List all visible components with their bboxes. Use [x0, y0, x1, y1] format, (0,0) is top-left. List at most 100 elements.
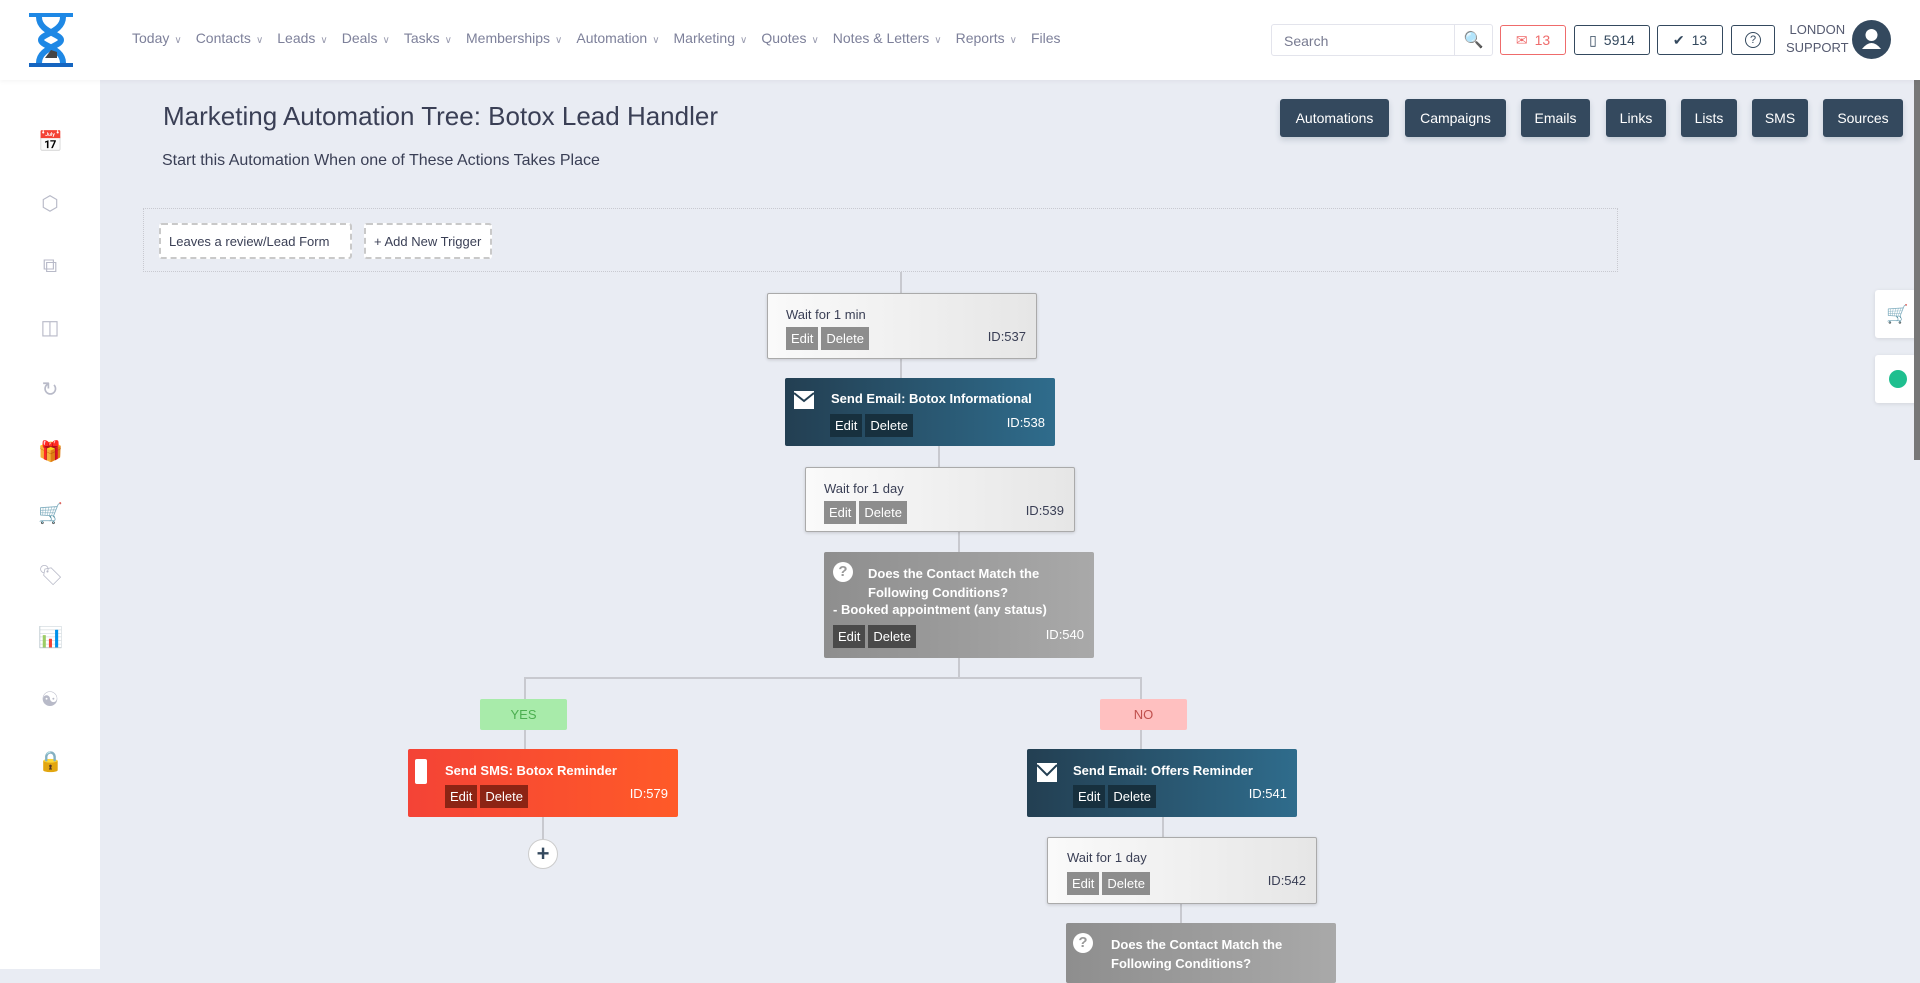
nav-label: Memberships	[466, 30, 551, 46]
automations-button[interactable]: Automations	[1280, 99, 1389, 137]
nav-item-files[interactable]: Files	[1031, 30, 1061, 46]
whatsapp-icon	[1888, 370, 1907, 388]
no-branch-label: NO	[1100, 699, 1187, 730]
box-icon[interactable]: ⬡	[41, 193, 59, 215]
chevron-down-icon: ∨	[255, 35, 264, 46]
add-trigger-button[interactable]: + Add New Trigger	[364, 223, 492, 259]
delete-button[interactable]: Delete	[480, 785, 528, 808]
tasks-count: 13	[1691, 32, 1708, 48]
connector	[1180, 904, 1182, 923]
nav-label: Automation	[576, 30, 648, 46]
calendar-icon[interactable]: 📅	[38, 131, 63, 153]
connector	[1140, 730, 1142, 749]
wait-node[interactable]: Wait for 1 day Edit Delete ID:542	[1047, 837, 1317, 904]
nav-item-contacts[interactable]: Contacts ∨	[196, 30, 264, 46]
wait-node[interactable]: Wait for 1 day Edit Delete ID:539	[805, 467, 1075, 532]
nav-label: Leads	[277, 30, 316, 46]
lists-button[interactable]: Lists	[1681, 99, 1737, 137]
campaigns-button[interactable]: Campaigns	[1405, 99, 1506, 137]
search-input[interactable]: Search	[1284, 33, 1329, 49]
node-id: ID:579	[629, 786, 668, 801]
delete-button[interactable]: Delete	[868, 625, 916, 648]
chevron-down-icon: ∨	[382, 35, 390, 46]
connector	[1140, 677, 1142, 699]
add-step-button[interactable]: +	[528, 839, 558, 869]
edit-button[interactable]: Edit	[833, 625, 866, 648]
nav-item-quotes[interactable]: Quotes ∨	[761, 30, 818, 46]
gift-icon[interactable]: 🎁	[38, 441, 63, 463]
nav-item-automation[interactable]: Automation ∨	[576, 30, 659, 46]
nav-item-leads[interactable]: Leads ∨	[277, 30, 327, 46]
emails-button[interactable]: Emails	[1521, 99, 1590, 137]
cart-icon[interactable]: 🛒	[38, 503, 63, 525]
edit-button[interactable]: Edit	[445, 785, 478, 808]
nav-item-notes-letters[interactable]: Notes & Letters ∨	[833, 30, 942, 46]
links-button[interactable]: Links	[1606, 99, 1666, 137]
nav-item-deals[interactable]: Deals ∨	[342, 30, 390, 46]
search-button[interactable]: 🔍	[1454, 25, 1492, 55]
edit-button[interactable]: Edit	[830, 414, 863, 437]
report-icon[interactable]: 📊	[38, 627, 63, 649]
mail-button[interactable]: ✉ 13	[1500, 25, 1566, 55]
sms-button[interactable]: SMS	[1752, 99, 1808, 137]
edit-button[interactable]: Edit	[786, 327, 819, 350]
delete-button[interactable]: Delete	[821, 327, 869, 350]
search-icon: 🔍	[1463, 32, 1484, 49]
nav-item-today[interactable]: Today ∨	[132, 30, 182, 46]
cart-widget-button[interactable]: 🛒	[1875, 290, 1920, 338]
edit-button[interactable]: Edit	[1067, 872, 1100, 895]
node-title: Does the Contact Match the Following Con…	[1111, 937, 1283, 971]
nav-item-marketing[interactable]: Marketing ∨	[674, 30, 748, 46]
nav-label: Notes & Letters	[832, 30, 930, 46]
user-name[interactable]: LONDON SUPPORT	[1786, 21, 1849, 57]
page-title: Marketing Automation Tree: Botox Lead Ha…	[163, 101, 718, 131]
lock-icon[interactable]: 🔒	[38, 751, 63, 773]
connector	[524, 730, 526, 749]
avatar[interactable]	[1852, 20, 1891, 59]
help-button[interactable]: ?	[1731, 25, 1775, 55]
edit-button[interactable]: Edit	[1073, 785, 1106, 808]
nav-item-tasks[interactable]: Tasks ∨	[404, 30, 452, 46]
whatsapp-widget-button[interactable]	[1875, 355, 1920, 403]
nav-item-reports[interactable]: Reports ∨	[956, 30, 1017, 46]
chevron-down-icon: ∨	[555, 35, 563, 46]
top-bar: Today ∨ Contacts ∨ Leads ∨ Deals ∨ Tasks ∨ Members…	[0, 0, 1920, 80]
delete-button[interactable]: Delete	[1108, 785, 1156, 808]
logo[interactable]	[26, 12, 76, 68]
send-email-node[interactable]: Send Email: Offers Reminder Edit Delete I…	[1027, 749, 1297, 817]
sources-button[interactable]: Sources	[1823, 99, 1903, 137]
yes-branch-label: YES	[480, 699, 567, 730]
tag-icon[interactable]: 🏷	[38, 565, 64, 587]
sidebar: 📅 ⬡ ⧉ ◫ ↻ 🎁 🛒 🏷 📊 ☯ 🔒	[0, 80, 100, 969]
edit-button[interactable]: Edit	[824, 501, 857, 524]
envelope-icon	[793, 391, 815, 409]
phone-button[interactable]: ▯ 5914	[1574, 25, 1650, 55]
chevron-down-icon: ∨	[652, 35, 660, 46]
nav-label: Deals	[341, 30, 378, 46]
scrollbar[interactable]	[1914, 80, 1920, 460]
condition-node[interactable]: ? Does the Contact Match the Following C…	[1066, 923, 1336, 983]
node-id: ID:537	[987, 329, 1026, 344]
delete-button[interactable]: Delete	[865, 414, 913, 437]
chevron-down-icon: ∨	[1009, 35, 1017, 46]
tasks-button[interactable]: ✔ 13	[1657, 25, 1723, 55]
delete-button[interactable]: Delete	[859, 501, 907, 524]
connector	[542, 817, 544, 839]
condition-node[interactable]: ? Does the Contact Match the Following C…	[824, 552, 1094, 658]
wait-node[interactable]: Wait for 1 min Edit Delete ID:537	[767, 293, 1037, 359]
copy-icon[interactable]: ⧉	[42, 255, 58, 277]
cart-icon: 🛒	[1886, 303, 1909, 324]
user-line2: SUPPORT	[1786, 40, 1849, 55]
user-sync-icon[interactable]: ☯	[41, 689, 59, 711]
delete-button[interactable]: Delete	[1102, 872, 1150, 895]
connector	[900, 272, 902, 293]
send-email-node[interactable]: Send Email: Botox Informational Edit Dele…	[785, 378, 1055, 446]
send-sms-node[interactable]: Send SMS: Botox Reminder Edit Delete ID:5…	[408, 749, 678, 817]
basket-icon[interactable]: ◫	[40, 317, 60, 339]
trigger-area: Leaves a review/Lead Form + Add New Trig…	[143, 208, 1618, 272]
trigger-item[interactable]: Leaves a review/Lead Form	[159, 223, 352, 259]
chevron-down-icon: ∨	[444, 35, 452, 46]
node-title: Send Email: Offers Reminder	[1073, 763, 1253, 778]
nav-item-memberships[interactable]: Memberships ∨	[466, 30, 562, 46]
history-icon[interactable]: ↻	[41, 379, 59, 401]
